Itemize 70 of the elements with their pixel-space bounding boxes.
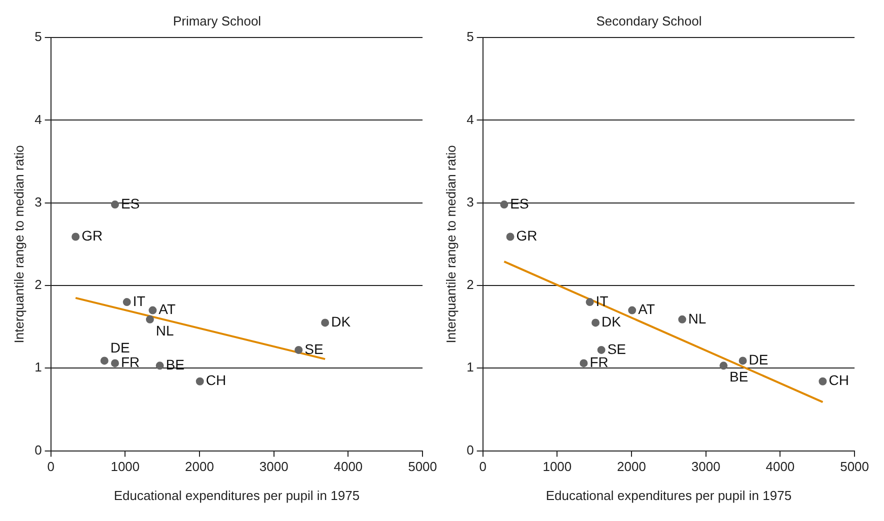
annotation: DE [110, 340, 130, 356]
point [628, 306, 636, 314]
point [720, 362, 728, 370]
y-tick-label: 5 [466, 29, 474, 44]
point [321, 318, 330, 327]
annotation: GR [82, 228, 103, 244]
annotation: SE [304, 340, 324, 357]
y-axis-title: Interquantile range to median ratio [443, 145, 458, 344]
annotation: BE [730, 368, 748, 385]
point [580, 359, 588, 368]
chart-title: Secondary School [596, 13, 702, 28]
point [500, 200, 508, 209]
annotation: SE [607, 340, 626, 357]
x-tick-label: 5000 [408, 459, 437, 474]
x-axis-title: Educational expenditures per pupil in 1975 [546, 488, 792, 503]
point [100, 356, 108, 365]
y-tick-label: 1 [34, 360, 42, 375]
y-tick-label: 0 [466, 442, 474, 458]
x-tick-label: 0 [47, 459, 54, 474]
y-axis-title: Interquantile range to median ratio [11, 145, 26, 344]
annotation: FR [120, 354, 140, 370]
y-tick-label: 3 [466, 194, 474, 210]
point [678, 315, 686, 324]
point [592, 318, 600, 327]
point [294, 346, 303, 354]
y-tick-label: 2 [466, 277, 474, 292]
point [146, 315, 154, 324]
annotation: CH [206, 372, 226, 388]
y-tick-label: 5 [34, 29, 42, 44]
annotation: DK [331, 314, 352, 330]
y-tick-label: 3 [34, 194, 42, 210]
annotation: FR [590, 354, 608, 370]
annotation: GR [516, 228, 538, 244]
point [506, 232, 514, 241]
point [72, 232, 80, 241]
point [818, 377, 827, 386]
x-tick-label: 4000 [766, 459, 795, 474]
point [148, 306, 157, 314]
point [110, 200, 119, 209]
y-tick-label: 1 [466, 360, 474, 375]
point [110, 359, 119, 368]
annotation: NL [156, 322, 174, 338]
point [597, 346, 606, 354]
annotation: AT [158, 301, 176, 318]
y-tick-label: 4 [34, 112, 42, 127]
x-tick-label: 1000 [542, 459, 572, 474]
annotation: AT [638, 301, 656, 318]
point [156, 362, 164, 370]
y-tick-label: 0 [34, 442, 42, 458]
y-tick-label: 2 [34, 277, 42, 292]
x-tick-label: 4000 [334, 459, 363, 474]
point [122, 298, 131, 306]
annotation: CH [828, 372, 849, 388]
annotation: IT [132, 292, 146, 309]
annotation: DK [602, 314, 622, 330]
point [738, 356, 747, 365]
y-tick-label: 4 [466, 112, 474, 127]
annotation: NL [688, 310, 706, 326]
x-tick-label: 3000 [259, 459, 288, 474]
annotation: DE [748, 352, 768, 368]
point [196, 377, 204, 386]
x-tick-label: 3000 [691, 459, 720, 474]
x-tick-label: 2000 [617, 459, 646, 474]
x-tick-label: 2000 [185, 459, 214, 474]
point [586, 298, 594, 306]
x-tick-label: 0 [479, 459, 486, 474]
x-tick-label: 5000 [840, 459, 869, 474]
x-axis-title: Educational expenditures per pupil in 1975 [114, 488, 360, 503]
chart-title: Primary School [172, 13, 262, 28]
x-tick-label: 1000 [110, 459, 140, 474]
